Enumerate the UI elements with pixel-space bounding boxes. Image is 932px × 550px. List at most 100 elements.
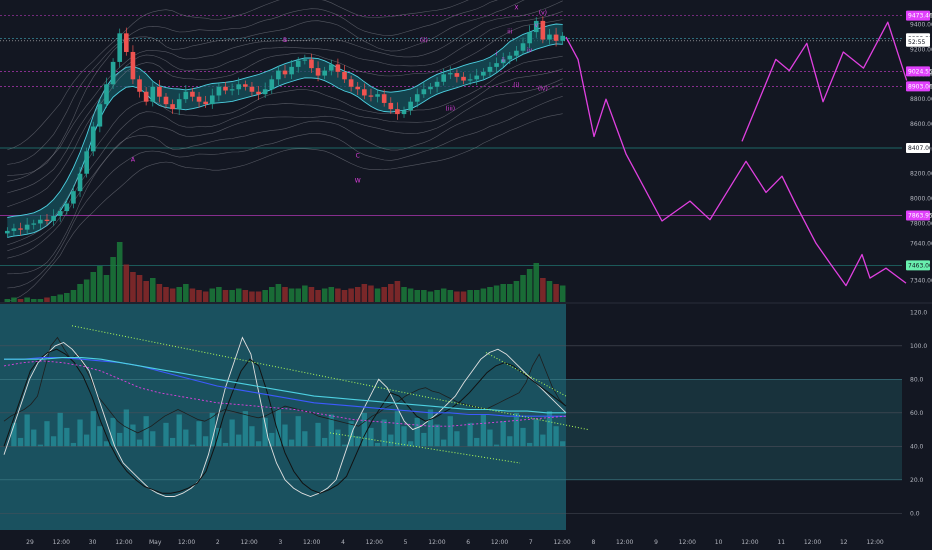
osc-hist-bar-61 [407, 441, 414, 447]
volume-bar-79 [526, 269, 533, 302]
candle-body-62 [414, 94, 420, 102]
osc-hist-bar-49 [328, 414, 334, 447]
oscillator-axis[interactable]: 120.0 100.0 80.0 60.0 40.0 20.0 0.0 [910, 309, 927, 517]
time-axis[interactable]: 29 12:00 30 12:00 May 12:00 2 12:00 3 12:00 4 12:00… [26, 539, 884, 546]
volume-bar-46 [308, 287, 315, 302]
candle-body-24 [163, 96, 169, 105]
volume-bar-47 [315, 290, 321, 302]
osc-hist-bar-4 [31, 429, 37, 447]
osc-hist-bar-1 [11, 422, 17, 447]
wave-label-3: W [355, 177, 361, 184]
price-tag-label-4: 8903.06 [908, 83, 932, 90]
osc-hist-bar-34 [229, 419, 235, 447]
volume-bar-54 [361, 284, 368, 302]
volume-bar-72 [480, 288, 487, 302]
time-tick-15: 12:00 [491, 539, 508, 546]
candle-body-59 [395, 109, 400, 115]
osc-hist-bar-18 [123, 409, 129, 447]
oscillator-series-1 [3, 336, 567, 497]
candle-body-51 [342, 71, 347, 80]
osc-hist-bar-54 [361, 412, 367, 447]
osc-hist-bar-22 [150, 431, 156, 447]
volume-bar-5 [37, 299, 44, 302]
envelope-outer-line-7 [7, 68, 563, 252]
volume-bar-36 [242, 290, 249, 302]
osc-hist-bar-6 [44, 421, 50, 447]
price-tag-label-2: 52:55 [908, 39, 925, 46]
candle-body-82 [547, 34, 552, 40]
osc-hist-bar-71 [474, 437, 480, 447]
oscillator-series-2 [3, 348, 567, 494]
candle-body-11 [77, 173, 83, 192]
volume-bar-49 [328, 287, 335, 302]
wave-label-0: A [131, 156, 136, 163]
wave-label-7: (iii) [445, 105, 455, 112]
volume-bar-4 [30, 299, 37, 302]
wave-label-5: X [514, 5, 518, 12]
volume-bar-58 [388, 284, 394, 302]
candle-body-84 [560, 35, 566, 41]
volume-bar-68 [454, 291, 460, 302]
candle-body-83 [553, 34, 559, 41]
osc-trendline-upper [71, 325, 589, 431]
osc-hist-bar-50 [335, 429, 341, 447]
candle-body-50 [335, 64, 341, 72]
candle-body-57 [381, 94, 387, 103]
envelope-band-fill [7, 24, 563, 238]
volume-bar-8 [57, 294, 63, 302]
volume-bar-40 [268, 287, 275, 302]
osc-hist-bar-5 [37, 444, 44, 447]
osc-hist-bar-84 [560, 441, 566, 447]
time-tick-6: 2 [216, 539, 220, 546]
osc-hist-bar-55 [368, 427, 374, 447]
candle-body-9 [64, 203, 70, 212]
volume-bar-44 [295, 288, 302, 302]
volume-bar-29 [196, 290, 202, 302]
volume-bar-2 [17, 299, 24, 302]
osc-hist-bar-21 [143, 416, 149, 447]
candle-body-61 [408, 101, 413, 111]
candle-body-42 [282, 70, 288, 75]
candle-body-78 [520, 43, 526, 51]
osc-tick-0: 120.0 [910, 309, 927, 316]
osc-hist-bar-62 [414, 417, 420, 447]
price-axis[interactable]: 9400.009200.009000.008800.008600.008400.… [906, 10, 932, 285]
candle-body-67 [447, 73, 453, 75]
price-tag-bg-7 [906, 260, 930, 271]
candle-body-2 [18, 228, 23, 230]
volume-bar-33 [222, 290, 229, 302]
volume-bar-10 [70, 290, 77, 302]
candle-body-56 [375, 94, 380, 97]
volume-bar-67 [447, 290, 454, 302]
osc-hist-bar-20 [136, 439, 143, 447]
osc-tick-2: 80.0 [910, 376, 924, 383]
volume-bar-65 [434, 290, 440, 302]
candle-body-37 [249, 86, 255, 92]
candle-body-21 [143, 91, 149, 102]
candle-body-69 [461, 76, 466, 81]
osc-hist-bar-75 [500, 421, 506, 447]
price-tick-9: 7640.00 [910, 240, 932, 247]
candle-body-72 [481, 71, 486, 76]
osc-trendline-right [485, 352, 567, 397]
candle-body-45 [302, 59, 308, 61]
candle-body-60 [401, 110, 407, 115]
time-tick-19: 12:00 [616, 539, 633, 546]
osc-hist-bar-14 [97, 426, 103, 447]
candle-body-39 [262, 89, 268, 95]
wave-label-4: (ii) [420, 37, 428, 44]
osc-hist-bar-29 [196, 421, 202, 447]
wave-label-9: (i) [513, 82, 519, 89]
time-tick-26: 12 [840, 539, 848, 546]
candle-body-10 [71, 191, 76, 204]
volume-bar-75 [500, 284, 506, 302]
candle-body-40 [269, 79, 275, 90]
candle-body-4 [31, 223, 37, 225]
volume-bar-71 [473, 290, 480, 302]
envelope-outer-line-2 [7, 0, 563, 182]
oscillator-pane[interactable] [0, 304, 902, 530]
price-tick-1: 9200.00 [910, 46, 932, 53]
volume-bar-7 [50, 296, 57, 302]
